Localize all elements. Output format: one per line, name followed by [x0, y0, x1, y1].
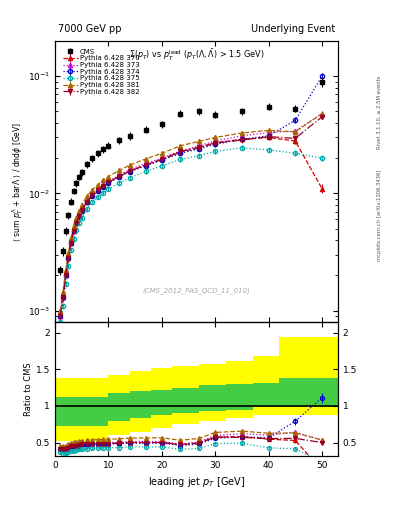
Text: Underlying Event: Underlying Event [251, 24, 335, 34]
Text: Rivet 3.1.10, ≥ 2.5M events: Rivet 3.1.10, ≥ 2.5M events [377, 76, 382, 150]
Y-axis label: Ratio to CMS: Ratio to CMS [24, 362, 33, 416]
Text: mcplots.cern.ch [arXiv:1306.3436]: mcplots.cern.ch [arXiv:1306.3436] [377, 169, 382, 261]
Text: $\Sigma(p_T)$ vs $p_T^{\rm lead}$ ($p_T(\Lambda,\bar{\Lambda})$ > 1.5 GeV): $\Sigma(p_T)$ vs $p_T^{\rm lead}$ ($p_T(… [129, 48, 264, 63]
Y-axis label: $\langle$ sum $p_T^\Lambda$ + bar$\Lambda$ $\rangle$ / dnd$\phi$ [GeV]: $\langle$ sum $p_T^\Lambda$ + bar$\Lambd… [10, 121, 25, 242]
Legend: CMS, Pythia 6.428 370, Pythia 6.428 373, Pythia 6.428 374, Pythia 6.428 375, Pyt: CMS, Pythia 6.428 370, Pythia 6.428 373,… [61, 47, 141, 96]
X-axis label: leading jet $p_T$ [GeV]: leading jet $p_T$ [GeV] [148, 475, 245, 489]
Text: 7000 GeV pp: 7000 GeV pp [58, 24, 121, 34]
Text: (CMS_2012_PAS_QCD_11_010): (CMS_2012_PAS_QCD_11_010) [143, 287, 250, 294]
